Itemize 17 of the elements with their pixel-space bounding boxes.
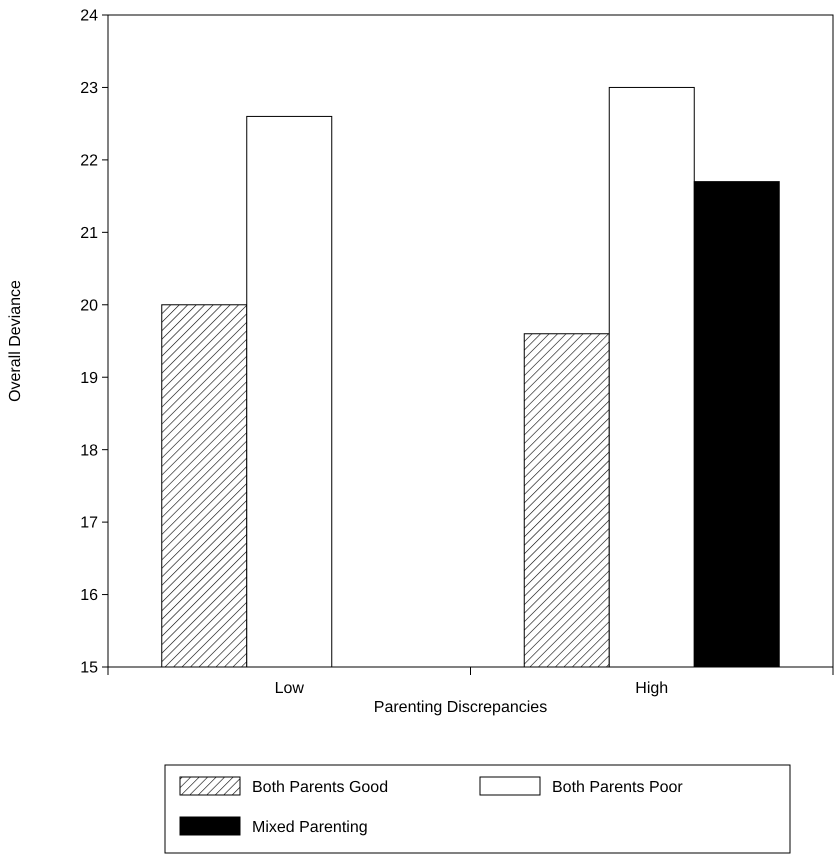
y-axis-title: Overall Deviance <box>7 280 24 402</box>
y-tick-label: 17 <box>80 514 98 532</box>
y-tick-label: 16 <box>80 587 98 604</box>
y-tick-label: 23 <box>80 80 98 98</box>
y-tick-label: 21 <box>80 224 98 242</box>
x-tick-label: Low <box>274 680 304 697</box>
legend-label: Both Parents Poor <box>552 779 684 796</box>
legend-label: Mixed Parenting <box>252 819 368 836</box>
x-axis-title: Parenting Discrepancies <box>374 699 548 716</box>
y-tick-label: 19 <box>80 370 98 387</box>
y-tick-label: 15 <box>80 660 98 677</box>
y-tick-label: 18 <box>80 442 98 460</box>
y-tick-label: 20 <box>80 297 98 314</box>
y-tick-label: 22 <box>80 152 98 170</box>
legend-label: Both Parents Good <box>252 779 388 796</box>
x-tick-label: High <box>635 680 668 697</box>
y-tick-label: 24 <box>80 8 98 25</box>
